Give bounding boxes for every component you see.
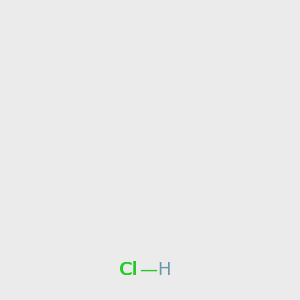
Text: H: H bbox=[157, 261, 171, 279]
Text: —: — bbox=[139, 261, 157, 279]
Text: Cl: Cl bbox=[119, 261, 137, 279]
Text: Cl: Cl bbox=[120, 261, 138, 279]
Text: Cl: Cl bbox=[120, 261, 138, 279]
